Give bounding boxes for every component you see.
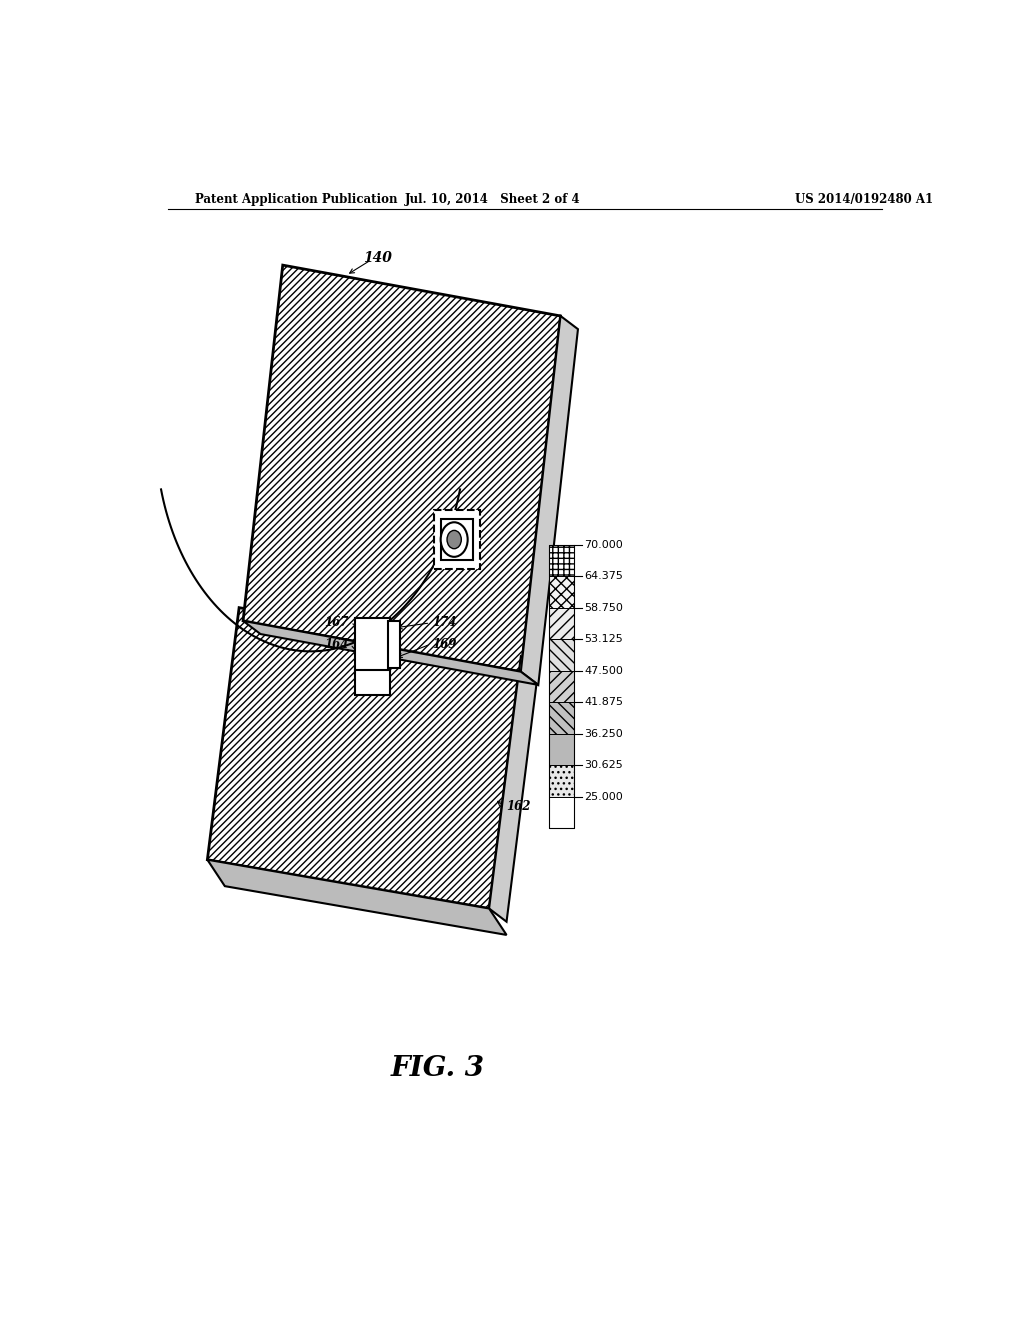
Text: 41.875: 41.875 xyxy=(585,697,624,708)
Bar xyxy=(434,510,480,569)
Bar xyxy=(549,766,574,797)
Text: 36.250: 36.250 xyxy=(585,729,623,739)
Text: 64.375: 64.375 xyxy=(585,572,624,581)
Text: 30.625: 30.625 xyxy=(585,760,623,770)
Polygon shape xyxy=(207,859,507,935)
Text: 164: 164 xyxy=(325,638,348,651)
Polygon shape xyxy=(207,607,521,908)
Circle shape xyxy=(447,531,461,549)
Text: Patent Application Publication: Patent Application Publication xyxy=(196,193,398,206)
Bar xyxy=(354,669,390,696)
Text: 47.500: 47.500 xyxy=(585,665,624,676)
Text: 70.000: 70.000 xyxy=(585,540,623,549)
Text: 53.125: 53.125 xyxy=(585,634,623,644)
Bar xyxy=(441,519,473,560)
Bar xyxy=(549,639,574,671)
Bar xyxy=(549,734,574,766)
Bar xyxy=(549,545,574,828)
Polygon shape xyxy=(521,315,578,685)
Text: 167: 167 xyxy=(325,616,348,630)
Text: 174: 174 xyxy=(432,616,457,630)
Polygon shape xyxy=(243,265,560,672)
Bar xyxy=(549,702,574,734)
Text: 169: 169 xyxy=(432,638,457,651)
Bar xyxy=(388,620,399,668)
Bar xyxy=(549,576,574,607)
Bar xyxy=(549,607,574,639)
Text: 25.000: 25.000 xyxy=(585,792,623,801)
Text: 140: 140 xyxy=(364,251,392,265)
Bar xyxy=(549,797,574,828)
Text: Jul. 10, 2014   Sheet 2 of 4: Jul. 10, 2014 Sheet 2 of 4 xyxy=(406,193,581,206)
Bar xyxy=(549,545,574,576)
Polygon shape xyxy=(243,620,539,685)
Text: 58.750: 58.750 xyxy=(585,603,624,612)
Bar xyxy=(354,618,390,671)
Text: 162: 162 xyxy=(506,800,530,813)
Text: US 2014/0192480 A1: US 2014/0192480 A1 xyxy=(795,193,933,206)
Bar xyxy=(549,671,574,702)
Text: FIG. 3: FIG. 3 xyxy=(390,1055,484,1081)
Circle shape xyxy=(440,523,468,557)
Polygon shape xyxy=(489,656,539,921)
